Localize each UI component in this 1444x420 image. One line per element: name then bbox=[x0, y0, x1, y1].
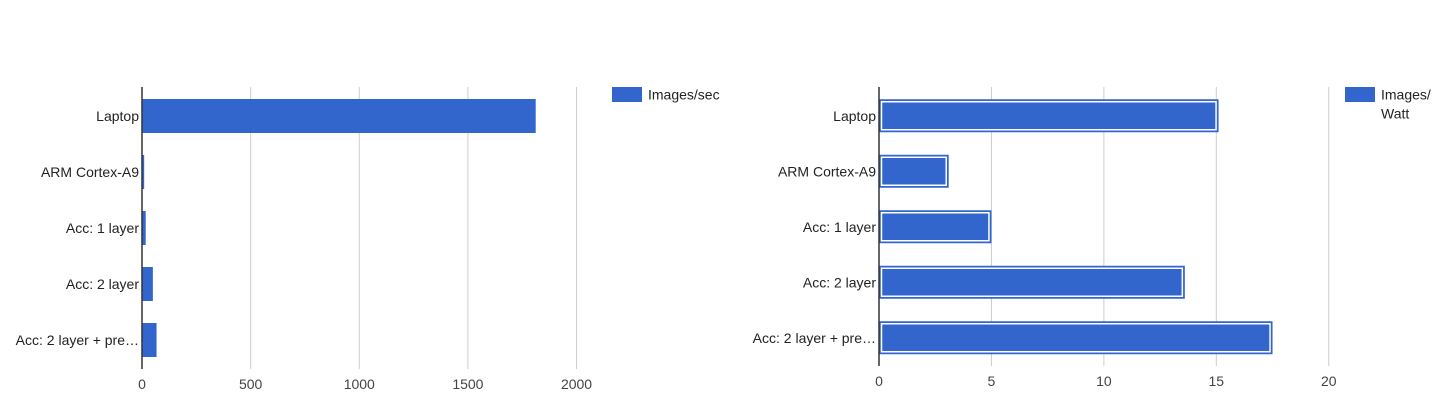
x-tick-label: 15 bbox=[1209, 373, 1225, 389]
x-tick-label: 2000 bbox=[561, 376, 592, 392]
category-label: Laptop bbox=[96, 108, 139, 124]
category-label: ARM Cortex-A9 bbox=[778, 163, 876, 179]
x-tick-label: 10 bbox=[1096, 373, 1112, 389]
legend-label-line: Watt bbox=[1381, 106, 1409, 122]
category-label: Acc: 2 layer bbox=[66, 276, 139, 292]
bar bbox=[142, 323, 157, 357]
bar bbox=[142, 99, 536, 133]
category-label: Acc: 1 layer bbox=[66, 220, 139, 236]
bar bbox=[879, 154, 949, 188]
bar bbox=[142, 267, 153, 301]
legend-label: Images/Watt bbox=[1381, 87, 1431, 122]
bar bbox=[879, 265, 1185, 299]
legend-label-line: Images/ bbox=[1381, 87, 1431, 103]
legend-swatch bbox=[1345, 87, 1375, 102]
x-tick-label: 0 bbox=[138, 376, 146, 392]
bar bbox=[879, 321, 1273, 355]
bar-outline bbox=[880, 267, 1184, 297]
bar-outline bbox=[880, 101, 1217, 131]
category-label: Acc: 2 layer + pre… bbox=[753, 330, 876, 346]
chart-1: 0 500 1000 1500 2000 Laptop ARM Cortex-A9 Acc: … bbox=[16, 87, 720, 393]
bar bbox=[879, 99, 1219, 133]
bar bbox=[142, 155, 145, 189]
bar-outline bbox=[880, 156, 947, 186]
category-label: Laptop bbox=[833, 108, 876, 124]
x-tick-label: 1500 bbox=[452, 376, 483, 392]
category-label: Acc: 2 layer bbox=[803, 274, 876, 290]
bar-outline bbox=[880, 323, 1271, 353]
x-tick-label: 20 bbox=[1321, 373, 1337, 389]
bar-outline bbox=[880, 212, 990, 242]
x-tick-label: 1000 bbox=[344, 376, 375, 392]
x-tick-label: 5 bbox=[988, 373, 996, 389]
chart-2: 0 5 10 15 20 Laptop ARM Cortex-A9 Acc: 1 layer A… bbox=[753, 87, 1431, 390]
bar bbox=[142, 211, 146, 245]
bar bbox=[879, 210, 992, 244]
category-label: Acc: 1 layer bbox=[803, 219, 876, 235]
legend-swatch bbox=[612, 87, 642, 102]
category-label: ARM Cortex-A9 bbox=[41, 164, 139, 180]
x-tick-label: 500 bbox=[239, 376, 263, 392]
legend-label: Images/sec bbox=[648, 87, 720, 103]
x-tick-label: 0 bbox=[875, 373, 883, 389]
category-label: Acc: 2 layer + pre… bbox=[16, 332, 139, 348]
